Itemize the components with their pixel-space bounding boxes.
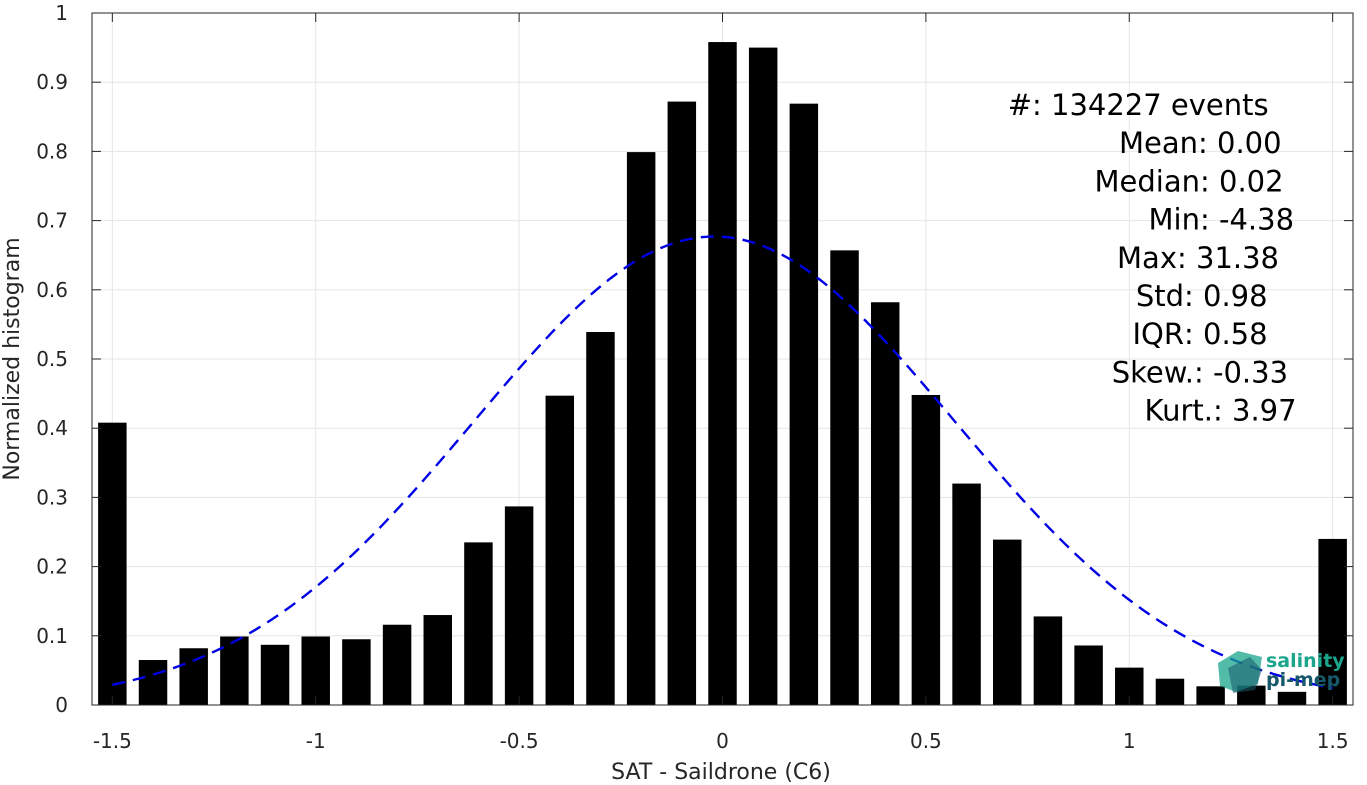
histogram-bar <box>301 636 330 705</box>
histogram-bar <box>748 47 778 706</box>
y-tick-label: 0.3 <box>36 485 68 509</box>
logo-text-salinity: salinity <box>1266 650 1345 672</box>
stat-value: : 0.98 <box>1184 279 1268 313</box>
x-tick-label: 1 <box>1123 729 1136 753</box>
histogram-bar <box>423 615 452 705</box>
stat-label: Kurt. <box>1145 394 1213 428</box>
stat-label: Skew. <box>1112 355 1194 389</box>
stat-value: : 134227 events <box>1032 88 1269 122</box>
stat-label: Median <box>1095 164 1200 198</box>
histogram-bar <box>789 103 819 706</box>
stat-label: Max <box>1117 241 1177 275</box>
histogram-bar <box>1033 616 1063 705</box>
x-tick-label: -1 <box>306 729 326 753</box>
y-tick-label: 0.1 <box>36 624 68 648</box>
histogram-bar <box>342 639 371 705</box>
y-tick-label: 0.4 <box>36 416 68 440</box>
histogram-bar <box>1277 691 1307 705</box>
histogram-bar <box>1074 645 1103 705</box>
stat-value: : 3.97 <box>1213 394 1297 428</box>
histogram-bar <box>1196 686 1225 705</box>
histogram-bar <box>830 250 859 705</box>
y-tick-label: 0.6 <box>36 278 68 302</box>
histogram-bar <box>667 101 697 706</box>
stat-label: Min <box>1149 203 1200 237</box>
x-tick-label: 1.5 <box>1317 729 1349 753</box>
x-tick-label: 0 <box>716 729 729 753</box>
histogram-bar <box>586 332 615 705</box>
histogram-bar <box>98 422 127 705</box>
statistics-annotation: # : 134227 events Mean : 0.00 Median : 0.0… <box>1008 88 1297 428</box>
logo-mark-front <box>1228 657 1262 693</box>
normal-fit-curve <box>112 235 1333 690</box>
y-tick-label: 0 <box>55 693 68 717</box>
y-tick-label: 0.9 <box>36 70 68 94</box>
histogram-bar <box>260 644 290 705</box>
stat-value: : -0.33 <box>1194 355 1288 389</box>
histogram-bar <box>911 394 941 705</box>
histogram-bar <box>1318 538 1347 705</box>
histogram-bars <box>98 42 1347 706</box>
stat-label: # <box>1008 88 1032 122</box>
stat-value: : -4.38 <box>1200 203 1294 237</box>
stat-label: Std <box>1136 279 1184 313</box>
y-axis-label: Normalized histogram <box>0 237 25 480</box>
y-tick-label: 1 <box>55 1 68 25</box>
histogram-bar <box>952 483 981 705</box>
x-tick-label: 0.5 <box>910 729 942 753</box>
stat-label: IQR <box>1132 317 1184 351</box>
y-tick-label: 0.8 <box>36 139 68 163</box>
histogram-bar <box>1155 678 1185 705</box>
histogram-bar <box>626 152 656 706</box>
axis-ticks <box>92 12 1353 706</box>
histogram-bar <box>870 302 900 705</box>
histogram-bar <box>708 42 737 705</box>
histogram-bar <box>504 506 534 705</box>
stat-value: : 31.38 <box>1177 241 1279 275</box>
y-tick-label: 0.5 <box>36 347 68 371</box>
stat-value: : 0.00 <box>1198 126 1282 160</box>
histogram-bar <box>138 660 168 705</box>
histogram-bar <box>993 539 1022 705</box>
y-tick-labels: 0 0.1 0.2 0.3 0.4 0.5 0.6 0.7 0.8 0.9 1 <box>36 1 68 717</box>
stat-value: : 0.58 <box>1184 317 1268 351</box>
x-tick-labels: -1.5 -1 -0.5 0 0.5 1 1.5 <box>93 729 1349 753</box>
stat-label: Mean <box>1119 126 1198 160</box>
histogram-bar <box>382 624 412 705</box>
salinity-pimep-logo: salinity pi-mep <box>1218 650 1345 693</box>
y-tick-label: 0.2 <box>36 555 68 579</box>
x-tick-label: -0.5 <box>500 729 539 753</box>
x-axis-label: SAT - Saildrone (C6) <box>611 760 831 785</box>
histogram-bar <box>464 542 493 705</box>
x-tick-label: -1.5 <box>93 729 132 753</box>
histogram-bar <box>545 395 575 705</box>
logo-text-pimep: pi-mep <box>1266 669 1340 691</box>
y-tick-label: 0.7 <box>36 209 68 233</box>
stat-value: : 0.02 <box>1200 164 1284 198</box>
histogram-bar <box>220 636 249 705</box>
